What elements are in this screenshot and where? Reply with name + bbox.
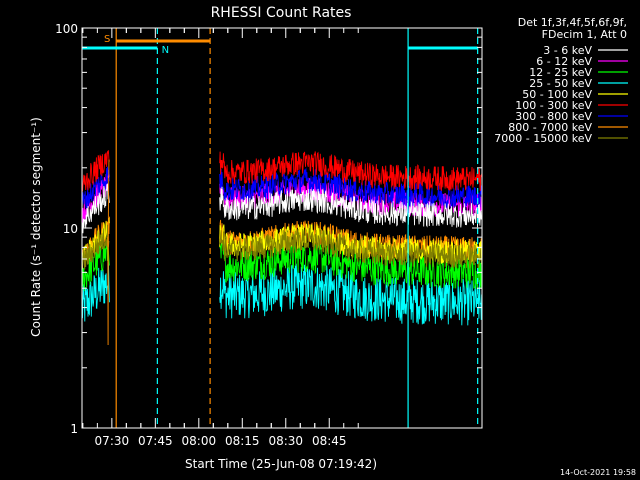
y-axis-label: Count Rate (s⁻¹ detector segment⁻¹) [29,117,43,337]
legend-label: 100 - 300 keV [515,99,592,112]
legend-header-2: FDecim 1, Att 0 [542,28,627,41]
legend-label: 12 - 25 keV [529,66,592,79]
flag-label-S: S [104,34,110,45]
flag-label-N: N [162,45,169,56]
x-axis-label: Start Time (25-Jun-08 07:19:42) [185,457,377,471]
series-line-0-seg1 [219,186,482,228]
flag-layer: SN [82,34,478,56]
x-tick-label: 07:30 [95,434,130,448]
series-line-5-seg1 [219,151,482,191]
series-line-2-seg1 [219,239,482,290]
legend-label: 3 - 6 keV [543,44,592,57]
series-line-8-seg1 [219,227,482,270]
legend-label: 300 - 800 keV [515,110,592,123]
legend-label: 6 - 12 keV [536,55,592,68]
legend-header-1: Det 1f,3f,4f,5f,6f,9f, [518,16,627,29]
series-line-3-seg0 [82,259,110,322]
series-line-4-seg1 [219,223,482,265]
y-tick-label: 100 [55,22,78,36]
x-tick-label: 08:15 [225,434,260,448]
series-line-8-seg0 [82,224,110,273]
series-spike [107,159,110,346]
series-line-0-seg0 [82,183,110,234]
legend-label: 50 - 100 keV [522,88,592,101]
legend-label: 800 - 7000 keV [508,121,592,134]
series-line-3-seg1 [219,263,482,326]
x-tick-label: 08:30 [268,434,303,448]
x-tick-label: 08:45 [312,434,347,448]
series-layer [82,150,482,346]
x-tick-label: 08:00 [182,434,217,448]
series-line-6-seg1 [219,167,482,211]
chart-title: RHESSI Count Rates [211,5,352,21]
series-line-5-seg0 [82,150,110,192]
x-tick-label: 07:45 [138,434,173,448]
series-line-6-seg0 [82,166,110,211]
y-tick-label: 10 [63,222,78,236]
legend-label: 25 - 50 keV [529,77,592,90]
timestamp: 14-Oct-2021 19:58 [560,468,636,477]
axis-layer: 1 10 100 07:30 07:45 08:00 08:15 08:30 08:45 [55,22,482,448]
legend-label: 7000 - 15000 keV [494,132,592,145]
y-tick-label: 1 [70,422,78,436]
series-line-2-seg0 [82,237,110,292]
